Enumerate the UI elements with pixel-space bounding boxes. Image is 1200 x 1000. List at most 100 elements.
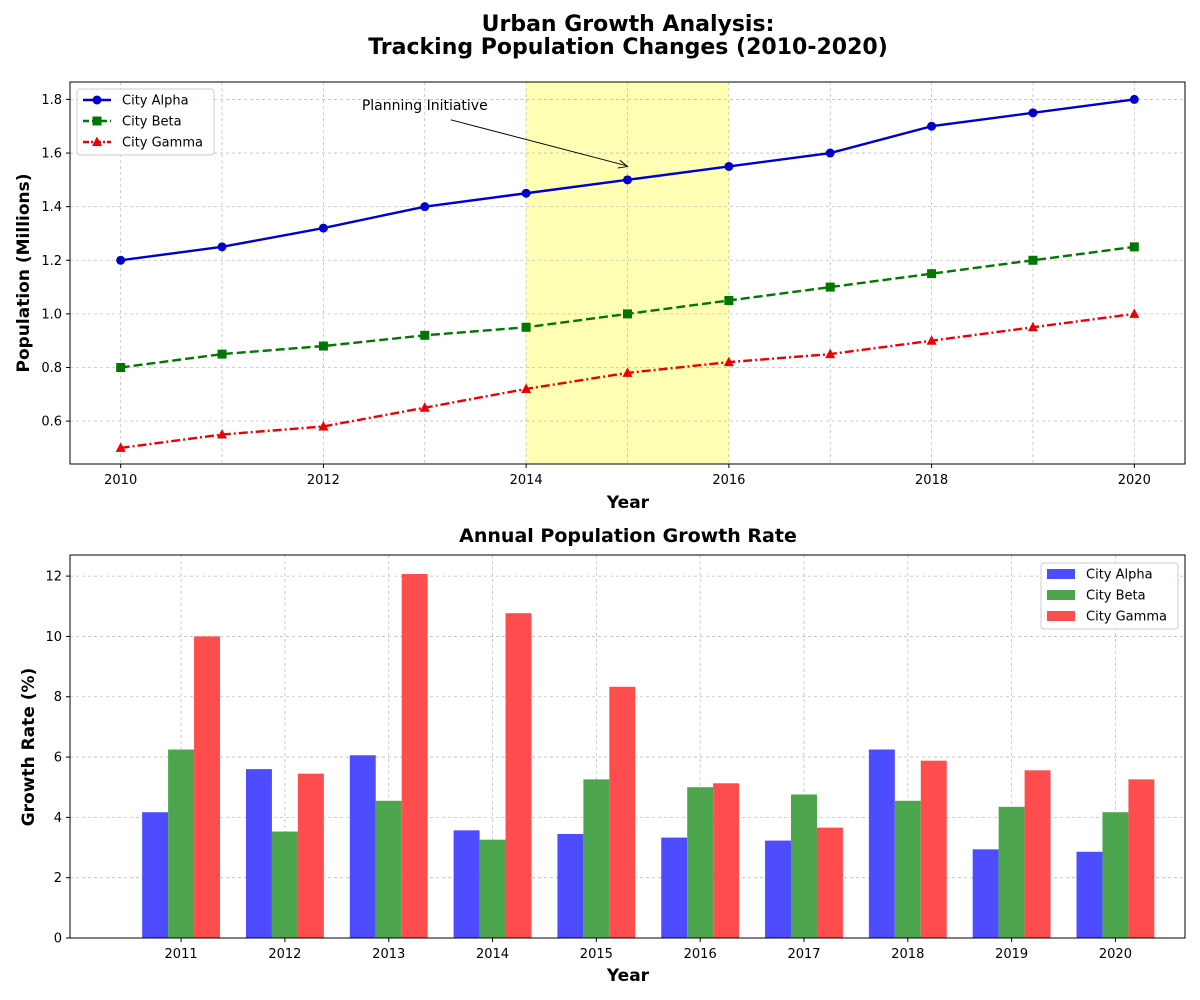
legend-item-city-gamma[interactable]: City Gamma xyxy=(1047,610,1167,625)
line-chart-frame xyxy=(69,81,1186,465)
x-tick-label: 2010 xyxy=(104,473,137,488)
bar-chart-bars xyxy=(142,573,1155,938)
data-point xyxy=(623,175,632,185)
data-point xyxy=(217,242,227,252)
bar xyxy=(609,686,636,938)
bar xyxy=(453,830,480,938)
y-tick-label: 1.6 xyxy=(41,147,62,162)
x-tick-label: 2016 xyxy=(684,947,717,962)
legend-label: City Gamma xyxy=(1086,610,1167,625)
data-point xyxy=(825,148,835,158)
y-tick-label: 1.8 xyxy=(41,93,62,108)
x-tick-label: 2018 xyxy=(891,947,924,962)
bar xyxy=(297,773,324,938)
legend-frame xyxy=(76,88,215,156)
y-tick-label: 10 xyxy=(45,630,62,645)
series-city-beta xyxy=(116,242,1139,372)
bar-chart: Annual Population Growth Rate 2011 2012 20… xyxy=(19,525,1186,986)
bar xyxy=(271,831,298,938)
bar xyxy=(894,800,921,938)
data-point xyxy=(926,335,937,345)
bar-chart-y-ticks: 0 2 4 6 8 10 12 xyxy=(45,570,70,947)
data-point xyxy=(927,269,937,279)
data-point xyxy=(1129,308,1140,318)
data-point xyxy=(1028,108,1038,118)
data-point xyxy=(420,202,430,212)
bar-chart-x-label: Year xyxy=(606,966,650,986)
legend-marker xyxy=(92,95,102,105)
bar xyxy=(687,787,714,938)
bar xyxy=(713,783,740,938)
data-point xyxy=(521,383,532,393)
bar xyxy=(1102,812,1129,938)
y-tick-label: 0.8 xyxy=(41,361,62,376)
bar xyxy=(583,779,610,938)
x-tick-label: 2019 xyxy=(995,947,1028,962)
bar xyxy=(505,613,532,938)
data-point xyxy=(825,282,835,292)
y-tick-label: 1.2 xyxy=(41,254,62,269)
data-point xyxy=(724,295,734,305)
data-point xyxy=(1129,94,1139,104)
data-point xyxy=(521,322,531,332)
data-point xyxy=(1028,255,1038,265)
bar xyxy=(401,573,428,938)
data-point xyxy=(419,402,430,412)
legend-label: City Alpha xyxy=(1086,568,1153,583)
data-point xyxy=(723,356,734,367)
x-tick-label: 2013 xyxy=(372,947,405,962)
series-city-gamma xyxy=(115,308,1140,452)
legend-swatch xyxy=(1047,569,1075,579)
bar xyxy=(557,833,584,938)
bars-city-alpha xyxy=(142,749,1103,938)
x-tick-label: 2015 xyxy=(580,947,613,962)
annotation-arrow-line xyxy=(450,119,626,166)
data-point xyxy=(420,330,430,340)
legend-item-city-alpha[interactable]: City Alpha xyxy=(83,94,189,109)
data-point xyxy=(217,349,227,359)
legend-item-city-gamma[interactable]: City Gamma xyxy=(83,136,203,151)
legend-label: City Gamma xyxy=(122,136,203,151)
legend-label: City Beta xyxy=(1086,589,1146,604)
x-tick-label: 2011 xyxy=(165,947,198,962)
data-point xyxy=(1129,242,1139,252)
data-point xyxy=(217,429,228,439)
y-tick-label: 6 xyxy=(54,751,62,766)
bar xyxy=(245,769,272,938)
legend-frame xyxy=(1040,562,1179,630)
legend-item-city-beta[interactable]: City Beta xyxy=(1047,589,1146,604)
legend-label: City Beta xyxy=(122,115,182,130)
annotation-arrow-head xyxy=(617,159,629,169)
y-tick-label: 1.4 xyxy=(41,200,62,215)
bar xyxy=(168,749,195,938)
bar-chart-frame xyxy=(69,554,1186,939)
legend-item-city-beta[interactable]: City Beta xyxy=(83,115,182,130)
bar xyxy=(816,827,843,938)
bar xyxy=(661,837,688,938)
bar xyxy=(1024,770,1051,938)
bar-chart-legend[interactable]: City Alpha City Beta City Gamma xyxy=(1040,562,1179,630)
bar xyxy=(479,839,506,938)
bar-chart-x-ticks: 2011 2012 2013 2014 2015 2016 2017 2018 2019 2020 xyxy=(165,938,1132,962)
annotation-text: Planning Initiative xyxy=(362,98,488,114)
bars-city-gamma xyxy=(194,573,1155,938)
legend-label: City Alpha xyxy=(122,94,189,109)
bar xyxy=(972,849,999,938)
legend-swatch xyxy=(1047,611,1075,621)
x-tick-label: 2020 xyxy=(1118,473,1151,488)
bar xyxy=(1076,851,1103,938)
y-tick-label: 4 xyxy=(54,811,62,826)
x-tick-label: 2014 xyxy=(476,947,509,962)
data-point xyxy=(115,442,126,452)
bar xyxy=(791,794,817,938)
data-point xyxy=(318,420,329,431)
bar xyxy=(998,806,1025,938)
legend-item-city-alpha[interactable]: City Alpha xyxy=(1047,568,1153,583)
bars-city-beta xyxy=(168,749,1129,938)
y-tick-label: 8 xyxy=(54,690,62,705)
y-tick-label: 12 xyxy=(45,570,62,585)
y-tick-label: 0 xyxy=(54,932,62,947)
series-city-alpha xyxy=(116,94,1139,265)
line-chart-legend[interactable]: City Alpha City Beta City Gamma xyxy=(76,88,215,156)
data-point xyxy=(825,348,836,359)
